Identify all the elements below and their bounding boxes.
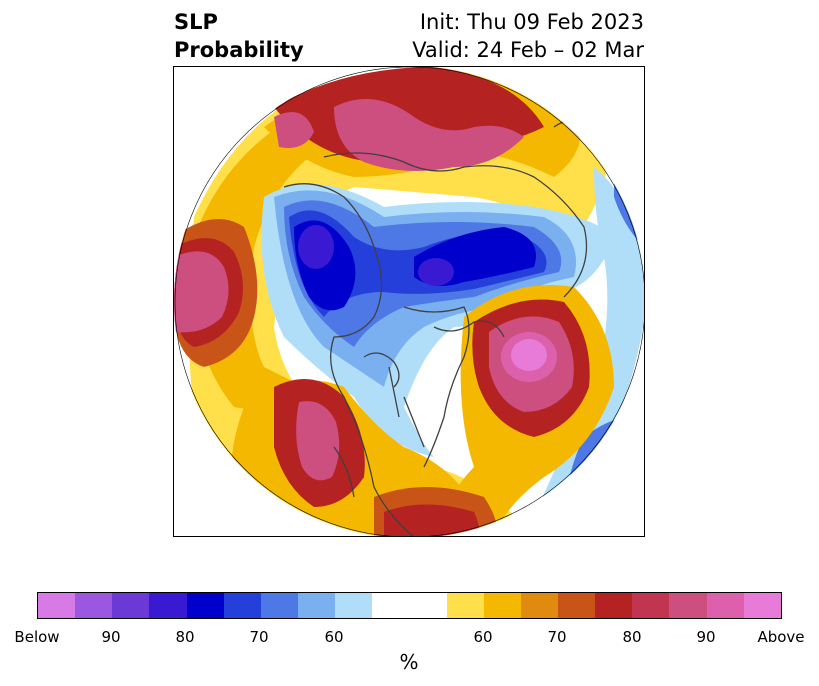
colorbar-segment xyxy=(75,593,113,618)
map-title: SLP Probability xyxy=(174,8,304,64)
colorbar-segment xyxy=(595,593,633,618)
colorbar-segment xyxy=(446,593,484,618)
colorbar-segment xyxy=(409,593,447,618)
region-above-90-west xyxy=(174,251,229,333)
colorbar-tick-label: 60 xyxy=(324,628,344,646)
region-above-80-gulf xyxy=(384,504,479,536)
title-line-slp: SLP xyxy=(174,10,218,34)
probability-map-svg xyxy=(174,67,644,536)
colorbar-segment xyxy=(743,593,781,618)
colorbar-tick-label: Above xyxy=(757,628,805,646)
globe-outline xyxy=(174,67,644,536)
colorbar-tick-label: 90 xyxy=(696,628,716,646)
colorbar-segment xyxy=(557,593,596,618)
colorbar-segment xyxy=(520,593,558,618)
polar-map xyxy=(173,66,645,537)
colorbar-segment xyxy=(372,593,410,618)
region-above-90-north xyxy=(334,99,524,171)
colorbar-segment xyxy=(297,593,336,618)
colorbar-tick-label: 70 xyxy=(547,628,567,646)
coastlines xyxy=(283,116,628,536)
region-below-core-west xyxy=(298,225,334,269)
colorbar-segment xyxy=(38,593,76,618)
colorbar-tick-label: 80 xyxy=(175,628,195,646)
colorbar-segment xyxy=(632,593,670,618)
colorbar-tick-label: Below xyxy=(14,628,60,646)
colorbar-tick-label: 70 xyxy=(249,628,269,646)
colorbar-unit: % xyxy=(399,650,419,674)
colorbar-segment xyxy=(223,593,261,618)
colorbar-segment xyxy=(186,593,224,618)
region-above-peak-atlantic xyxy=(511,339,547,371)
colorbar-segment xyxy=(483,593,521,618)
colorbar-segment xyxy=(112,593,150,618)
colorbar-segment xyxy=(669,593,707,618)
colorbar xyxy=(37,592,782,619)
region-above-80-nw xyxy=(274,112,314,148)
colorbar-segment xyxy=(260,593,298,618)
title-line-probability: Probability xyxy=(174,38,304,62)
init-date: Init: Thu 09 Feb 2023 xyxy=(419,10,644,34)
colorbar-segment xyxy=(149,593,187,618)
region-below-60-east xyxy=(534,167,644,517)
valid-range: Valid: 24 Feb – 02 Mar xyxy=(412,38,644,62)
colorbar-tick-label: 80 xyxy=(622,628,642,646)
region-above-90-south xyxy=(296,401,340,481)
map-dates: Init: Thu 09 Feb 2023 Valid: 24 Feb – 02… xyxy=(412,8,644,64)
colorbar-segment xyxy=(335,593,373,618)
colorbar-segment xyxy=(706,593,744,618)
region-below-core-east xyxy=(418,258,454,286)
colorbar-tick-label: 60 xyxy=(473,628,493,646)
colorbar-tick-label: 90 xyxy=(101,628,121,646)
